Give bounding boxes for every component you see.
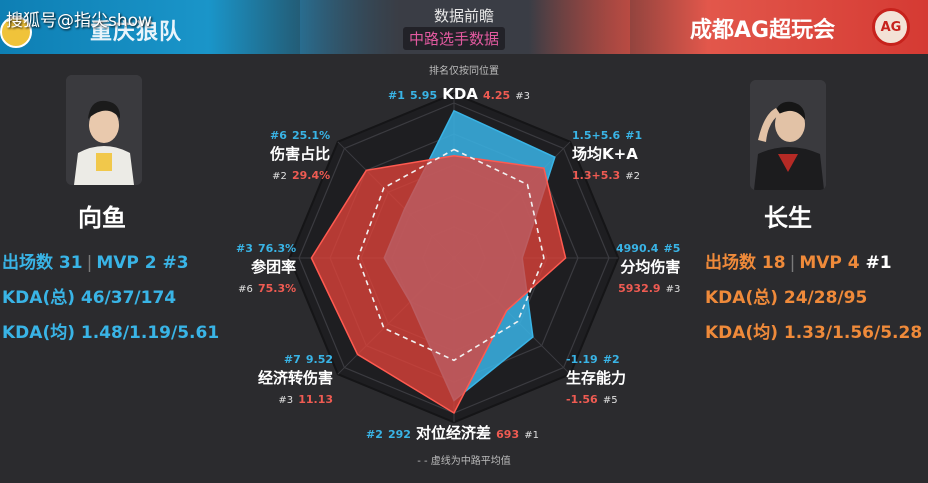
lane-gold-diff-blue-value: 292 <box>387 428 411 441</box>
survival-red-rank: #5 <box>602 395 618 406</box>
dmg-share-red-value: 29.4% <box>291 169 331 182</box>
team-left-name: 重庆狼队 <box>90 20 183 45</box>
player-left-games-mvp: 出场数 31 | MVP 2 #3 <box>2 248 189 273</box>
player-right-kda-total: KDA(总) 24/28/95 <box>705 288 868 308</box>
dmg-share-red-rank: #2 <box>272 171 287 182</box>
lane-gold-diff-name: 对位经济差 <box>416 424 492 442</box>
player-left-mvp-rank: #3 <box>162 253 189 273</box>
gold-to-dmg-red-value: 11.13 <box>298 393 334 406</box>
dmg-share-blue-rank: #6 <box>270 129 287 142</box>
player-left-kda-avg: KDA(均) 1.48/1.19/5.61 <box>2 323 220 343</box>
lane-gold-diff-red-rank: #1 <box>524 430 539 441</box>
team-fight-rate-red-rank: #6 <box>238 284 253 295</box>
axis-label-lane-gold-diff: #2 292 对位经济差 693 #1 <box>366 422 539 443</box>
player-right-name: 长生 <box>764 204 812 232</box>
dmg-share-blue-value: 25.1% <box>291 129 331 142</box>
avg-ka-blue-value: 1.5+5.6 <box>572 129 621 142</box>
axis-label-survival: -1.19 #2 生存能力 -1.56 #5 <box>566 348 626 407</box>
gold-to-dmg-red-rank: #3 <box>278 395 294 406</box>
player-left-photo <box>66 75 142 185</box>
kda-blue-value: 5.95 <box>409 89 438 102</box>
axis-label-team-fight-rate: #3 76.3% 参团率 #6 75.3% <box>236 237 296 296</box>
avg-ka-name: 场均K+A <box>572 145 638 163</box>
axis-label-avg-ka: 1.5+5.6 #1 场均K+A 1.3+5.3 #2 <box>572 124 642 183</box>
team-fight-rate-red-value: 75.3% <box>257 282 297 295</box>
team-right-name: 成都AG超玩会 <box>690 18 836 43</box>
average-dashed-line <box>357 148 545 362</box>
kda-name: KDA <box>442 85 478 103</box>
team-right-logo: AG <box>872 8 910 46</box>
gold-to-dmg-name: 经济转伤害 <box>258 369 334 387</box>
gold-to-dmg-blue-value: 9.52 <box>305 353 334 366</box>
player-left-games: 出场数 31 <box>2 253 83 273</box>
gold-to-dmg-blue-rank: #7 <box>283 353 301 366</box>
team-left-logo <box>0 16 32 48</box>
lane-gold-diff-red-value: 693 <box>496 428 520 441</box>
survival-name: 生存能力 <box>566 369 627 387</box>
player-left-kda-total: KDA(总) 46/37/174 <box>2 288 177 308</box>
avg-ka-red-rank: #2 <box>625 171 641 182</box>
player-right-games: 出场数 18 <box>705 253 786 273</box>
kda-red-rank: #3 <box>515 91 530 102</box>
dmg-per-min-name: 分均伤害 <box>620 258 681 276</box>
series-red-area <box>310 154 567 415</box>
axis-label-gold-to-dmg: #7 9.52 经济转伤害 #3 11.13 <box>258 348 333 407</box>
axis-label-kda: #1 5.95 KDA 4.25 #3 <box>388 84 530 103</box>
dmg-share-name: 伤害占比 <box>270 145 331 163</box>
player-right-games-mvp: 出场数 18 | MVP 4 #1 <box>705 248 892 273</box>
survival-red-value: -1.56 <box>566 393 598 406</box>
team-fight-rate-blue-rank: #3 <box>236 242 253 255</box>
player-right-kda-avg: KDA(均) 1.33/1.56/5.28 <box>705 323 923 343</box>
top-bar-right-band <box>528 0 928 54</box>
avg-ka-blue-rank: #1 <box>625 129 643 142</box>
player-right-photo <box>750 80 826 190</box>
player-right-mvp: MVP 4 <box>799 253 860 273</box>
dmg-per-min-red-rank: #3 <box>665 284 681 295</box>
rank-note: 排名仅按同位置 <box>429 66 499 77</box>
page-title: 数据前瞻 <box>433 7 494 25</box>
dmg-per-min-blue-rank: #5 <box>663 242 681 255</box>
team-fight-rate-name: 参团率 <box>251 258 297 276</box>
axis-label-dmg-per-min: 4990.4 #5 分均伤害 5932.9 #3 <box>616 237 680 296</box>
axis-label-dmg-share: #6 25.1% 伤害占比 #2 29.4% <box>270 124 330 183</box>
player-right-mvp-rank: #1 <box>865 253 892 273</box>
survival-blue-value: -1.19 <box>566 353 598 366</box>
average-line-note: - - 虚线为中路平均值 <box>417 456 511 467</box>
dmg-per-min-blue-value: 4990.4 <box>616 242 659 255</box>
survival-blue-rank: #2 <box>602 353 620 366</box>
team-fight-rate-blue-value: 76.3% <box>257 242 297 255</box>
avg-ka-red-value: 1.3+5.3 <box>572 169 621 182</box>
dmg-per-min-red-value: 5932.9 <box>618 282 661 295</box>
separator: | <box>86 253 93 273</box>
player-left-name: 向鱼 <box>78 204 126 232</box>
watermark: 搜狐号@指尖show <box>6 11 152 31</box>
kda-red-value: 4.25 <box>482 89 511 102</box>
lane-gold-diff-blue-rank: #2 <box>366 428 383 441</box>
kda-blue-rank: #1 <box>388 89 405 102</box>
separator: | <box>789 253 796 273</box>
page-subtitle: 中路选手数据 <box>403 27 506 50</box>
player-left-mvp: MVP 2 <box>96 253 157 273</box>
